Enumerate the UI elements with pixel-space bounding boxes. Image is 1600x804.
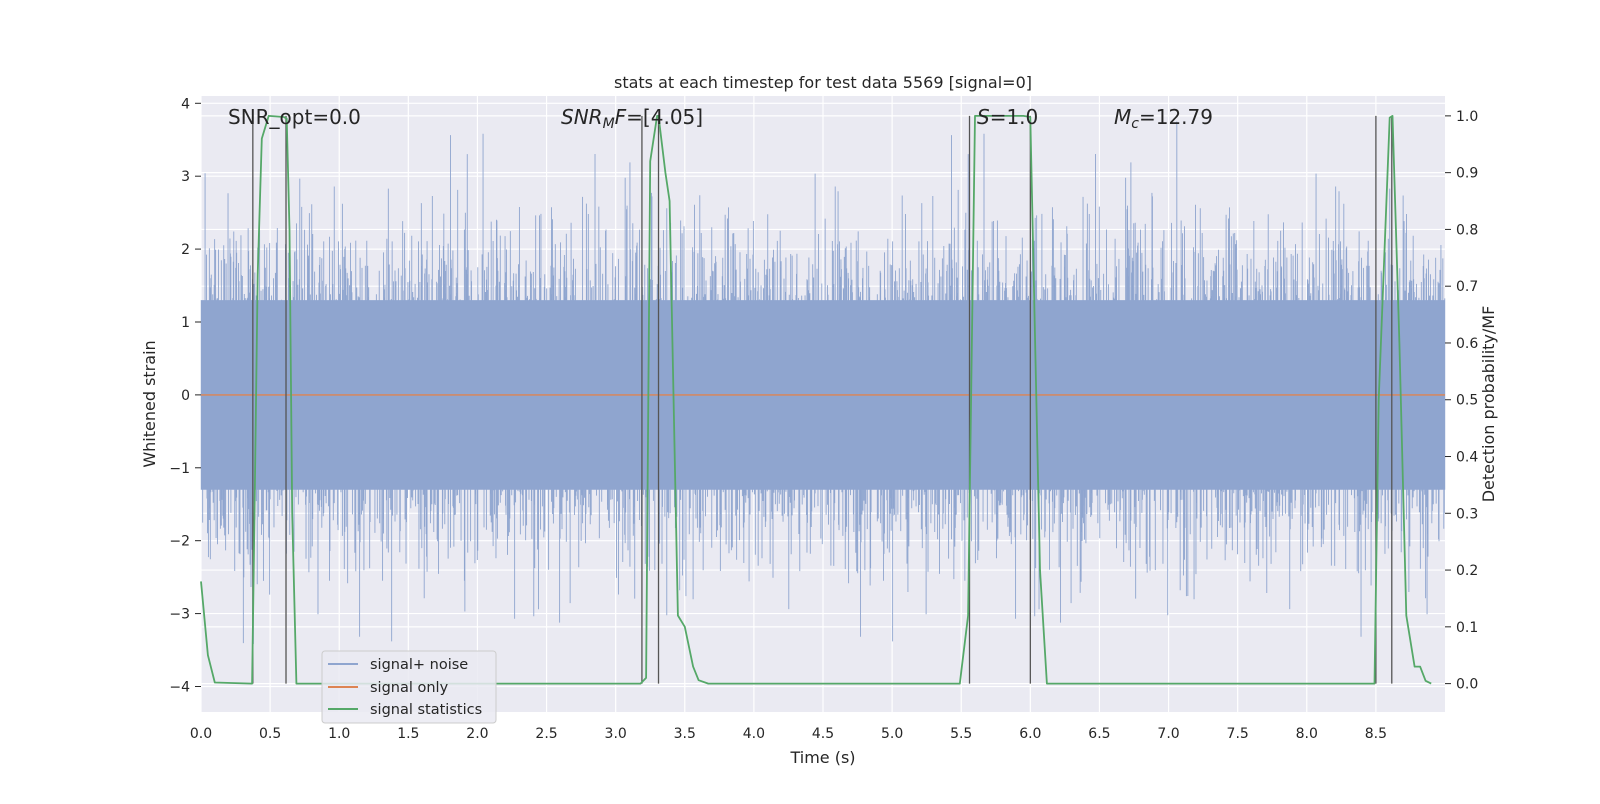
annotation-mc: Mc=12.79 bbox=[1114, 105, 1213, 132]
annotation-mc-value: =12.79 bbox=[1139, 105, 1213, 129]
legend-label-signal-noise: signal+ noise bbox=[370, 657, 468, 673]
y-right-tick-label: 0.9 bbox=[1456, 166, 1478, 182]
x-tick-label: 2.5 bbox=[535, 726, 557, 742]
legend-label-signal-statistics: signal statistics bbox=[370, 702, 482, 718]
y-left-tick-label: −1 bbox=[169, 461, 190, 477]
legend: signal+ noise signal only signal statist… bbox=[321, 650, 497, 724]
y-left-tick-label: 3 bbox=[181, 169, 190, 185]
y-axis-left-ticks: −4 −3 −2 −1 0 1 2 3 4 bbox=[169, 96, 201, 695]
x-tick-label: 4.5 bbox=[812, 726, 834, 742]
y-axis-right-ticks: 0.0 0.1 0.2 0.3 0.4 0.5 0.6 0.7 0.8 0.9 1.0 bbox=[1445, 109, 1478, 693]
x-tick-label: 8.0 bbox=[1296, 726, 1318, 742]
x-tick-label: 6.5 bbox=[1088, 726, 1110, 742]
x-tick-label: 1.5 bbox=[397, 726, 419, 742]
annotation-snr-mf-value: =[4.05] bbox=[626, 105, 703, 129]
y-right-tick-label: 0.2 bbox=[1456, 563, 1478, 579]
x-tick-label: 5.0 bbox=[881, 726, 903, 742]
annotation-s-symbol: S bbox=[977, 105, 990, 129]
annotation-snr-mf-tail: F bbox=[615, 105, 627, 129]
y-right-tick-label: 0.4 bbox=[1456, 450, 1478, 466]
annotation-snr-opt: SNR_opt=0.0 bbox=[228, 105, 361, 129]
x-tick-label: 6.0 bbox=[1019, 726, 1041, 742]
y-left-tick-label: 1 bbox=[181, 315, 190, 331]
legend-box bbox=[321, 650, 497, 724]
legend-label-signal-only: signal only bbox=[370, 680, 449, 696]
y-right-tick-label: 0.1 bbox=[1456, 620, 1478, 636]
x-tick-label: 7.5 bbox=[1227, 726, 1249, 742]
y-axis-left-label: Whitened strain bbox=[140, 340, 159, 467]
annotation-s: S=1.0 bbox=[977, 105, 1038, 129]
annotation-mc-symbol: M bbox=[1114, 105, 1131, 129]
x-tick-label: 3.0 bbox=[605, 726, 627, 742]
x-axis-ticks: 0.0 0.5 1.0 1.5 2.0 2.5 3.0 3.5 4.0 4.5 5.0 5.5 6.0 6… bbox=[190, 726, 1387, 742]
x-tick-label: 5.5 bbox=[950, 726, 972, 742]
y-right-tick-label: 0.8 bbox=[1456, 222, 1478, 238]
y-left-tick-label: −3 bbox=[169, 607, 190, 623]
y-axis-right-label: Detection probability/MF bbox=[1479, 306, 1498, 503]
y-right-tick-label: 0.0 bbox=[1456, 677, 1478, 693]
annotation-mc-sub: c bbox=[1131, 116, 1139, 132]
x-tick-label: 2.0 bbox=[466, 726, 488, 742]
y-left-tick-label: −2 bbox=[169, 534, 190, 550]
y-right-tick-label: 1.0 bbox=[1456, 109, 1478, 125]
x-tick-label: 1.0 bbox=[328, 726, 350, 742]
x-tick-label: 0.5 bbox=[259, 726, 281, 742]
annotation-snr-mf: SNRMF=[4.05] bbox=[561, 105, 703, 132]
x-tick-label: 3.5 bbox=[674, 726, 696, 742]
y-right-tick-label: 0.7 bbox=[1456, 279, 1478, 295]
y-left-tick-label: 0 bbox=[181, 388, 190, 404]
y-right-tick-label: 0.6 bbox=[1456, 336, 1478, 352]
y-right-tick-label: 0.5 bbox=[1456, 393, 1478, 409]
x-tick-label: 8.5 bbox=[1365, 726, 1387, 742]
x-tick-label: 0.0 bbox=[190, 726, 212, 742]
y-left-tick-label: −4 bbox=[169, 679, 190, 695]
annotation-snr-mf-sub: M bbox=[603, 116, 615, 132]
y-left-tick-label: 2 bbox=[181, 242, 190, 258]
x-tick-label: 4.0 bbox=[743, 726, 765, 742]
y-left-tick-label: 4 bbox=[181, 96, 190, 112]
signal-statistics-line bbox=[200, 115, 1432, 685]
x-tick-label: 7.0 bbox=[1157, 726, 1179, 742]
x-axis-label: Time (s) bbox=[789, 748, 855, 767]
y-right-tick-label: 0.3 bbox=[1456, 506, 1478, 522]
series-signal-statistics bbox=[200, 115, 1432, 685]
chart-title: stats at each timestep for test data 556… bbox=[614, 73, 1032, 92]
annotation-s-value: =1.0 bbox=[990, 105, 1039, 129]
annotation-snr-mf-symbol: SNR bbox=[561, 105, 603, 129]
